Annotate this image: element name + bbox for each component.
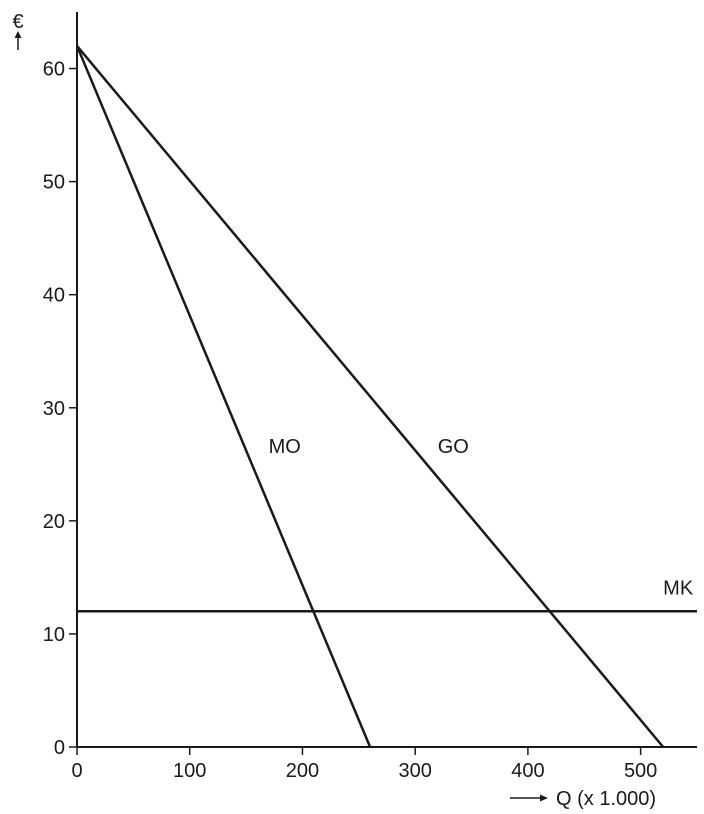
y-tick-label: 40	[43, 285, 65, 307]
x-tick-label: 200	[286, 760, 319, 782]
y-ticks: 0 10 20 30 40 50 60	[43, 59, 77, 759]
x-axis-label: Q (x 1.000)	[556, 788, 656, 810]
y-tick-label: 60	[43, 59, 65, 81]
axes	[76, 12, 697, 748]
series-label-go: GO	[438, 436, 469, 458]
series-label-mk: MK	[663, 577, 694, 599]
right-arrow-head-icon	[540, 794, 548, 802]
x-tick-label: 100	[173, 760, 206, 782]
series-label-mo: MO	[269, 436, 301, 458]
series-line-mo	[75, 45, 372, 748]
x-tick-label: 0	[71, 760, 82, 782]
y-tick-label: 10	[43, 624, 65, 646]
y-tick-label: 0	[54, 737, 65, 759]
y-axis-label: €	[12, 11, 23, 33]
series-line-go	[76, 45, 665, 748]
y-tick-label: 50	[43, 172, 65, 194]
x-ticks: 0 100 200 300 400 500	[71, 747, 657, 782]
x-tick-label: 500	[624, 760, 657, 782]
up-arrow-head-icon	[14, 31, 22, 38]
x-axis-label-group: Q (x 1.000)	[510, 788, 656, 810]
y-tick-label: 30	[43, 398, 65, 420]
series-lines	[75, 45, 697, 748]
y-axis-label-group: €	[12, 11, 24, 50]
y-tick-label: 20	[43, 511, 65, 533]
x-tick-label: 300	[398, 760, 431, 782]
x-tick-label: 400	[511, 760, 544, 782]
series-labels: GO MO MK	[269, 436, 694, 599]
